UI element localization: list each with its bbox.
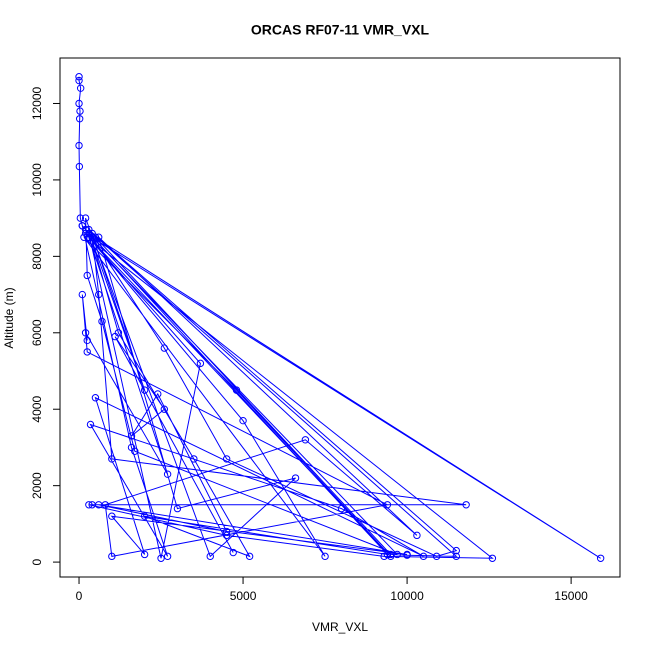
data-point [88,233,96,241]
data-point [403,550,411,559]
data-point [75,162,84,171]
data-point [76,214,85,222]
plot-frame [59,57,621,578]
data-point [160,405,169,413]
data-point [83,336,91,345]
data-point [83,348,91,356]
data-point [432,552,441,561]
y-tick-label: 12000 [30,86,44,120]
data-point [108,455,116,463]
data-point [321,552,329,561]
data-point [95,501,103,509]
chart-title: ORCAS RF07-11 VMR_VXL [251,22,430,38]
y-tick-label: 0 [30,558,44,565]
data-point [301,436,310,444]
data-point [173,504,182,513]
data-point [76,107,84,115]
data-point [413,531,421,540]
y-tick-label: 8000 [30,243,44,270]
data-point [419,552,428,561]
data-point [75,99,83,108]
data-point [85,501,93,509]
data-point [111,332,119,341]
data-point [75,76,83,85]
data-point [108,512,116,520]
data-point [91,394,100,402]
data-point [83,271,91,280]
data-point [337,504,346,513]
data-point [163,470,172,478]
data-point [229,548,237,557]
data-point [140,386,149,394]
x-tick-label: 0 [76,589,83,603]
data-point [232,386,241,394]
data-point [91,241,100,249]
data-point [239,416,247,425]
data-point [75,115,84,123]
y-tick-label: 4000 [30,396,44,423]
data-point [127,443,136,452]
data-point [75,73,83,81]
data-point [95,290,103,299]
data-line [78,76,601,559]
data-point [78,290,87,299]
y-tick-label: 10000 [30,163,44,197]
data-point [452,552,460,561]
data-point [160,344,169,352]
data-point [108,552,116,561]
data-point [206,552,214,561]
y-axis-label: Altitude (m) [2,287,16,348]
data-point [76,84,85,92]
data-point [383,501,392,509]
x-tick-label: 15000 [554,589,588,603]
data-point [245,552,254,561]
data-point [190,455,198,463]
data-point [383,550,392,559]
data-point [85,233,93,241]
data-point [81,214,90,222]
x-tick-label: 10000 [390,589,424,603]
data-point [596,554,605,562]
data-point [140,550,149,559]
data-point [452,546,460,555]
data-point [78,222,87,230]
data-point [462,501,470,509]
data-point [291,474,300,482]
data-point [127,432,136,440]
data-point [488,554,497,562]
data-point [86,420,95,429]
data-point [393,550,401,559]
y-tick-label: 2000 [30,472,44,499]
data-point [154,390,162,398]
y-tick-label: 6000 [30,319,44,346]
data-point [222,527,231,536]
data-point [98,317,106,326]
data-point [75,141,83,150]
data-point [222,531,231,540]
data-point [85,225,93,234]
data-point [81,329,90,337]
data-point [222,455,231,463]
x-tick-label: 5000 [230,589,257,603]
x-axis-label: VMR_VXL [312,620,368,634]
data-point [80,233,88,241]
data-point [196,359,205,368]
data-point [157,554,165,562]
data-point [140,512,149,520]
data-point [163,552,172,561]
